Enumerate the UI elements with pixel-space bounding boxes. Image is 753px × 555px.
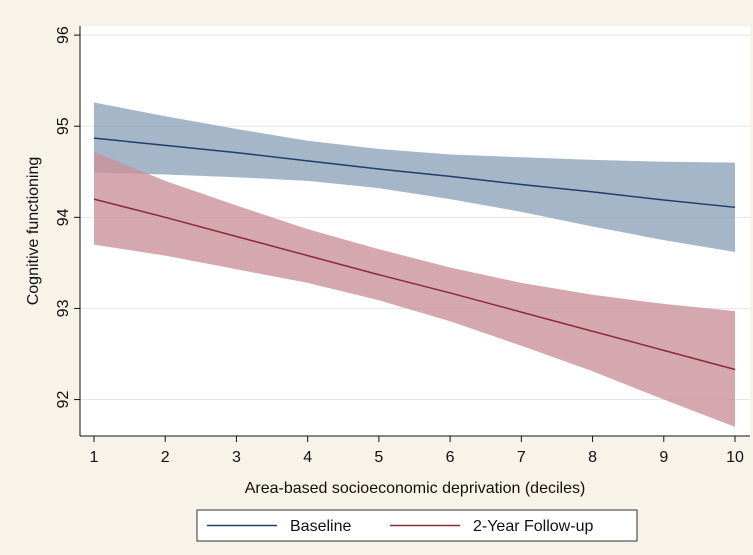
series-line-baseline (93, 137, 736, 209)
x-axis-title: Area-based socioeconomic deprivation (de… (245, 480, 586, 497)
legend-label-baseline: Baseline (290, 518, 351, 535)
y-axis-ticks: 92 93 94 95 96 (55, 26, 80, 408)
x-tick-label-8: 8 (588, 449, 597, 466)
x-tick-label-10: 10 (726, 449, 744, 466)
y-tick-label-93: 93 (55, 299, 72, 317)
x-axis-ticks: 1 2 3 4 5 6 7 8 9 10 (90, 436, 744, 466)
confidence-bands (94, 102, 735, 427)
legend: Baseline 2-Year Follow-up (196, 509, 638, 542)
x-tick-label-7: 7 (517, 449, 526, 466)
y-tick-label-94: 94 (55, 208, 72, 226)
y-tick-label-92: 92 (55, 391, 72, 409)
confidence-band-baseline (94, 102, 735, 252)
y-tick-label-96: 96 (55, 26, 72, 44)
x-tick-label-1: 1 (90, 449, 99, 466)
y-axis-title: Cognitive functioning (25, 157, 42, 306)
axes (79, 26, 750, 437)
legend-label-follow-up: 2-Year Follow-up (473, 518, 593, 535)
series-lines (93, 137, 736, 371)
confidence-band-follow-up (94, 151, 735, 427)
x-tick-label-3: 3 (232, 449, 241, 466)
x-tick-label-4: 4 (303, 449, 312, 466)
y-tick-label-95: 95 (55, 117, 72, 135)
x-tick-label-5: 5 (374, 449, 383, 466)
x-tick-label-9: 9 (659, 449, 668, 466)
x-tick-label-6: 6 (446, 449, 455, 466)
x-tick-label-2: 2 (161, 449, 170, 466)
series-line-follow-up (93, 198, 736, 371)
